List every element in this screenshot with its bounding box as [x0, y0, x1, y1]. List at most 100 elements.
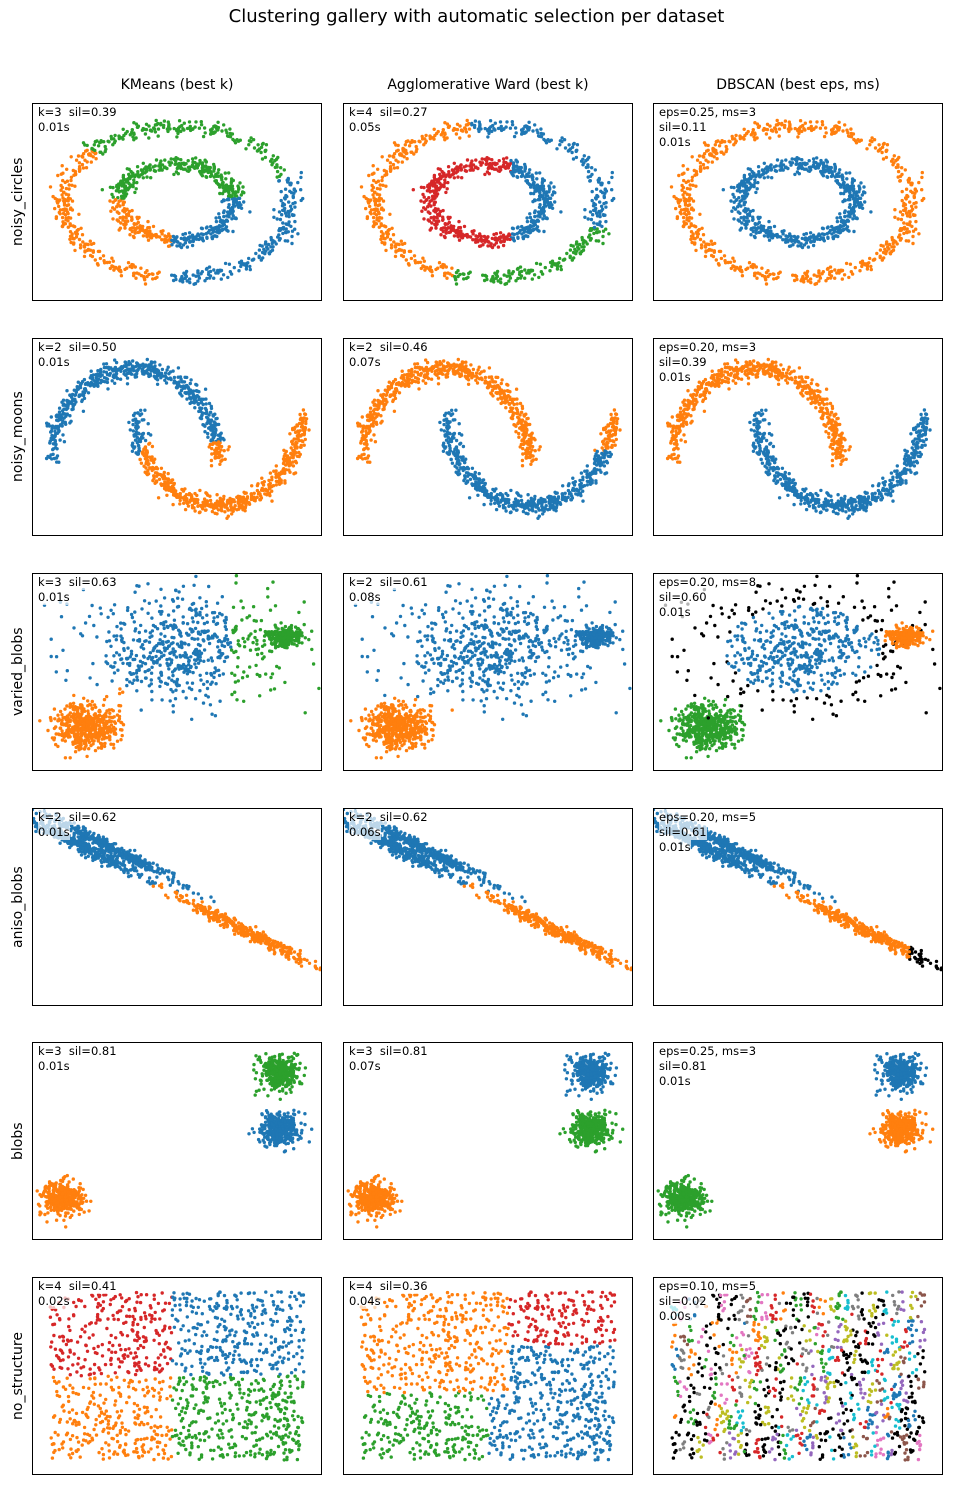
scatter-point: [230, 512, 234, 516]
scatter-point: [393, 245, 398, 249]
scatter-point: [865, 267, 870, 271]
scatter-point: [192, 501, 197, 505]
scatter-point: [76, 380, 80, 384]
scatter-point: [917, 180, 921, 185]
scatter-point: [786, 235, 790, 239]
scatter-point: [800, 277, 804, 281]
scatter-point: [821, 237, 826, 242]
scatter-point: [213, 441, 218, 445]
scatter-point: [68, 237, 72, 241]
scatter-point: [811, 164, 815, 169]
scatter-point: [217, 215, 222, 220]
scatter-point: [142, 369, 146, 374]
scatter-point: [848, 171, 852, 175]
scatter-point: [54, 432, 58, 436]
scatter-point: [864, 262, 868, 267]
scatter-point: [153, 276, 158, 281]
scatter-point: [477, 244, 482, 248]
scatter-point: [689, 216, 694, 220]
scatter-point: [208, 274, 213, 278]
scatter-point: [280, 213, 284, 217]
scatter-point: [425, 265, 429, 270]
column-title-dbscan: DBSCAN (best eps, ms): [653, 77, 943, 93]
scatter-point: [393, 396, 398, 401]
scatter-point: [202, 126, 207, 130]
scatter-point: [104, 365, 109, 370]
scatter-point: [137, 449, 142, 453]
scatter-point: [204, 169, 209, 173]
scatter-point: [881, 244, 885, 248]
scatter-point: [741, 196, 745, 200]
scatter-point: [190, 243, 195, 248]
scatter-point: [843, 198, 847, 203]
scatter-point: [826, 235, 830, 239]
scatter-point: [274, 483, 278, 487]
scatter-point: [500, 378, 504, 382]
scatter-point: [158, 363, 162, 367]
scatter-point: [853, 190, 857, 194]
scatter-point: [742, 179, 746, 184]
scatter-point: [267, 252, 272, 256]
scatter-point: [431, 189, 435, 193]
scatter-point: [394, 143, 398, 147]
scatter-point: [367, 173, 371, 178]
scatter-point: [818, 126, 823, 130]
scatter-point: [435, 215, 439, 220]
scatter-point: [281, 231, 285, 236]
scatter-point: [141, 169, 145, 174]
scatter-point: [784, 158, 788, 162]
scatter-point: [495, 274, 500, 279]
scatter-point: [143, 447, 148, 451]
scatter-point: [721, 188, 725, 192]
scatter-point: [218, 501, 222, 506]
scatter-point: [266, 242, 271, 247]
scatter-point: [139, 266, 143, 270]
annotation-line: sil=0.11: [659, 120, 707, 135]
scatter-point: [374, 222, 379, 226]
scatter-point: [502, 273, 506, 277]
scatter-point: [899, 236, 903, 241]
scatter-point: [225, 198, 229, 202]
scatter-point: [854, 204, 858, 208]
scatter-point: [113, 133, 117, 138]
scatter-point: [514, 131, 518, 135]
scatter-point: [122, 369, 127, 373]
scatter-point: [270, 248, 275, 252]
scatter-point: [687, 211, 691, 216]
scatter-point: [498, 277, 503, 281]
scatter-point: [703, 254, 708, 259]
scatter-point: [454, 132, 459, 136]
scatter-point: [409, 150, 413, 154]
scatter-point: [199, 409, 203, 413]
scatter-point: [858, 196, 863, 201]
scatter-point: [495, 238, 500, 242]
scatter-point: [798, 129, 802, 133]
scatter-point: [223, 505, 227, 509]
scatter-point: [59, 188, 63, 192]
scatter-point: [579, 159, 584, 163]
scatter-point: [920, 170, 924, 175]
scatter-point: [821, 270, 825, 274]
annotation-line: k=4 sil=0.27: [349, 105, 428, 120]
scatter-point: [445, 276, 449, 280]
scatter-point: [571, 250, 576, 255]
scatter-point: [906, 178, 910, 182]
scatter-point: [535, 128, 539, 132]
scatter-point: [61, 433, 65, 437]
scatter-point: [506, 162, 510, 166]
scatter-point: [441, 218, 445, 222]
scatter-point: [857, 190, 861, 194]
panel-noisy-moons-agglomerative: k=2 sil=0.46 0.07s: [343, 338, 633, 536]
scatter-point: [208, 442, 212, 447]
scatter-point: [189, 378, 193, 382]
scatter-point: [699, 246, 704, 250]
scatter-point: [742, 175, 746, 179]
scatter-point: [398, 152, 402, 156]
scatter-point: [509, 158, 513, 163]
scatter-point: [191, 273, 195, 277]
scatter-point: [296, 232, 300, 236]
scatter-point: [691, 232, 695, 236]
scatter-point: [123, 360, 127, 364]
scatter-point: [81, 155, 85, 159]
scatter-point: [805, 274, 810, 279]
